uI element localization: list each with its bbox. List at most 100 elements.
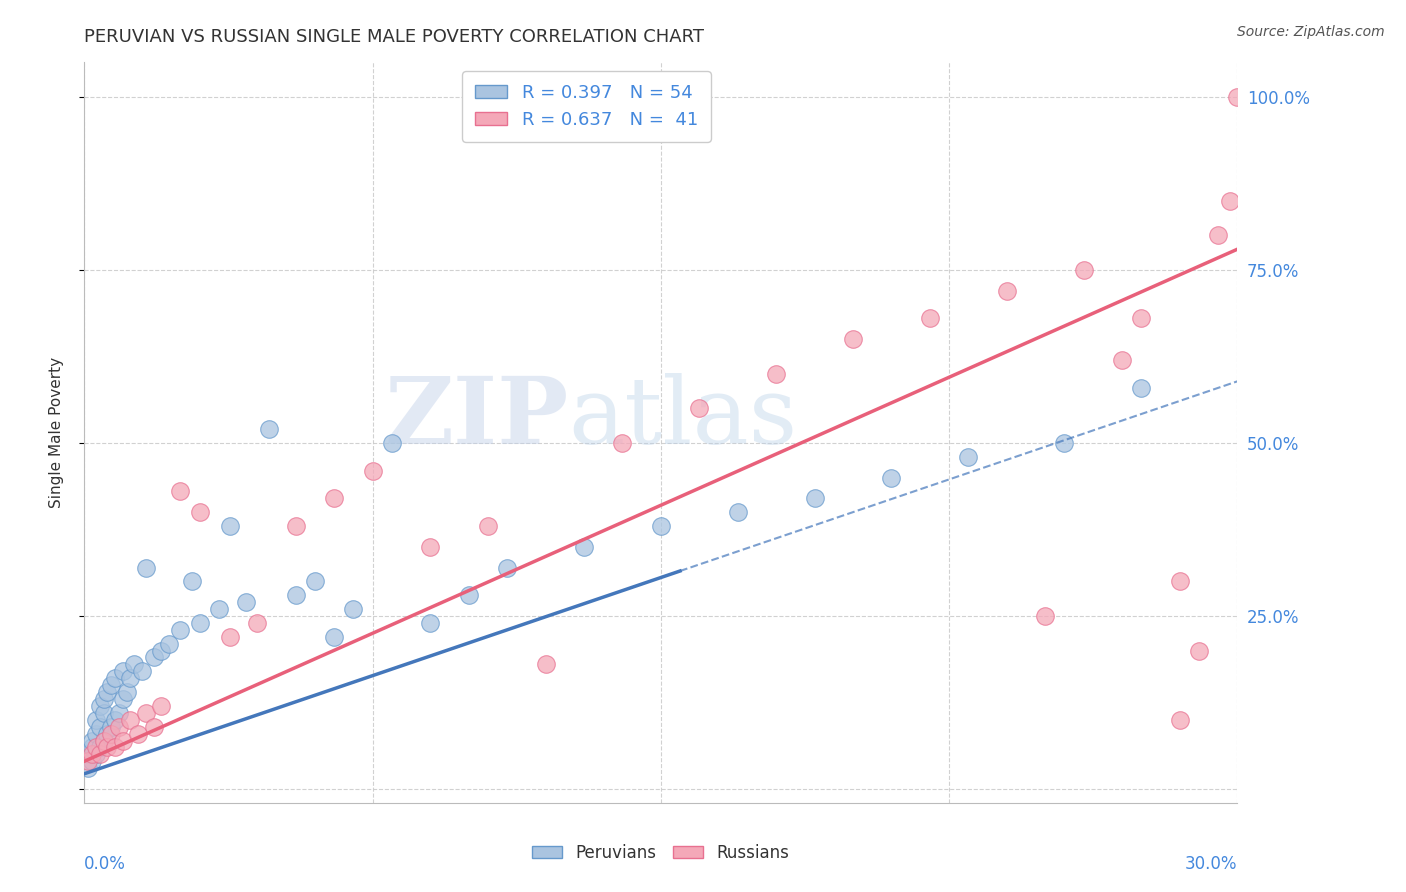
Point (803, 491, 825, 506)
Point (96, 726, 118, 740)
Point (1226, 90, 1249, 104)
Point (108, 720, 131, 734)
Point (108, 706, 131, 720)
Point (880, 470, 903, 484)
Point (727, 505, 749, 519)
Text: PERUVIAN VS RUSSIAN SINGLE MALE POVERTY CORRELATION CHART: PERUVIAN VS RUSSIAN SINGLE MALE POVERTY … (84, 28, 704, 45)
Point (150, 643, 173, 657)
Point (257, 422, 280, 436)
Point (100, 720, 122, 734)
Point (188, 505, 211, 519)
Point (89, 740, 111, 755)
Point (1130, 311, 1153, 326)
Point (995, 284, 1018, 298)
Point (1219, 194, 1241, 208)
Y-axis label: Single Male Poverty: Single Male Poverty (49, 357, 63, 508)
Point (93, 706, 115, 720)
Point (650, 519, 672, 533)
Point (80, 733, 103, 747)
Point (534, 657, 557, 672)
Point (188, 615, 211, 630)
Point (957, 450, 980, 464)
Point (1033, 609, 1056, 624)
Point (111, 665, 134, 679)
Point (304, 574, 326, 589)
Point (93, 733, 115, 747)
Point (361, 464, 384, 478)
Point (1168, 713, 1191, 727)
Point (419, 615, 441, 630)
Point (104, 713, 127, 727)
Point (135, 560, 157, 574)
Point (111, 733, 134, 747)
Point (208, 602, 231, 616)
Point (323, 630, 346, 644)
Point (688, 401, 710, 416)
Point (1053, 436, 1076, 450)
Point (84, 740, 107, 755)
Point (419, 540, 441, 554)
Point (181, 574, 204, 589)
Point (135, 706, 157, 720)
Point (100, 678, 122, 692)
Point (1168, 574, 1191, 589)
Point (496, 560, 519, 574)
Point (115, 685, 138, 699)
Point (77, 754, 100, 768)
Point (284, 588, 307, 602)
Point (77, 747, 100, 762)
Text: 30.0%: 30.0% (1185, 855, 1237, 872)
Point (111, 692, 134, 706)
Point (918, 311, 941, 326)
Point (1188, 643, 1211, 657)
Point (1206, 228, 1229, 243)
Point (80, 747, 103, 762)
Point (572, 540, 595, 554)
Text: ZIP: ZIP (384, 373, 568, 463)
Point (457, 588, 479, 602)
Point (93, 692, 115, 706)
Point (342, 602, 364, 616)
Point (124, 657, 146, 672)
Point (323, 491, 346, 506)
Point (89, 720, 111, 734)
Point (104, 740, 127, 755)
Point (93, 733, 115, 747)
Point (84, 747, 107, 762)
Point (246, 615, 269, 630)
Point (142, 720, 165, 734)
Point (235, 595, 257, 609)
Point (104, 671, 127, 685)
Point (150, 698, 173, 713)
Point (1073, 263, 1095, 277)
Point (127, 726, 149, 740)
Point (120, 713, 142, 727)
Point (96, 740, 118, 755)
Point (842, 332, 865, 346)
Point (1130, 381, 1153, 395)
Point (381, 436, 404, 450)
Point (765, 367, 787, 381)
Point (142, 650, 165, 665)
Point (84, 713, 107, 727)
Point (120, 671, 142, 685)
Point (80, 754, 103, 768)
Point (157, 637, 180, 651)
Text: Source: ZipAtlas.com: Source: ZipAtlas.com (1237, 25, 1385, 39)
Point (219, 519, 242, 533)
Point (80, 740, 103, 755)
Point (84, 726, 107, 740)
Point (89, 698, 111, 713)
Point (1111, 353, 1133, 368)
Point (89, 747, 111, 762)
Point (77, 761, 100, 775)
Point (131, 665, 153, 679)
Point (612, 436, 634, 450)
Point (169, 623, 191, 637)
Text: atlas: atlas (568, 373, 797, 463)
Point (169, 484, 191, 499)
Point (284, 519, 307, 533)
Point (477, 519, 499, 533)
Point (96, 685, 118, 699)
Text: 0.0%: 0.0% (84, 855, 127, 872)
